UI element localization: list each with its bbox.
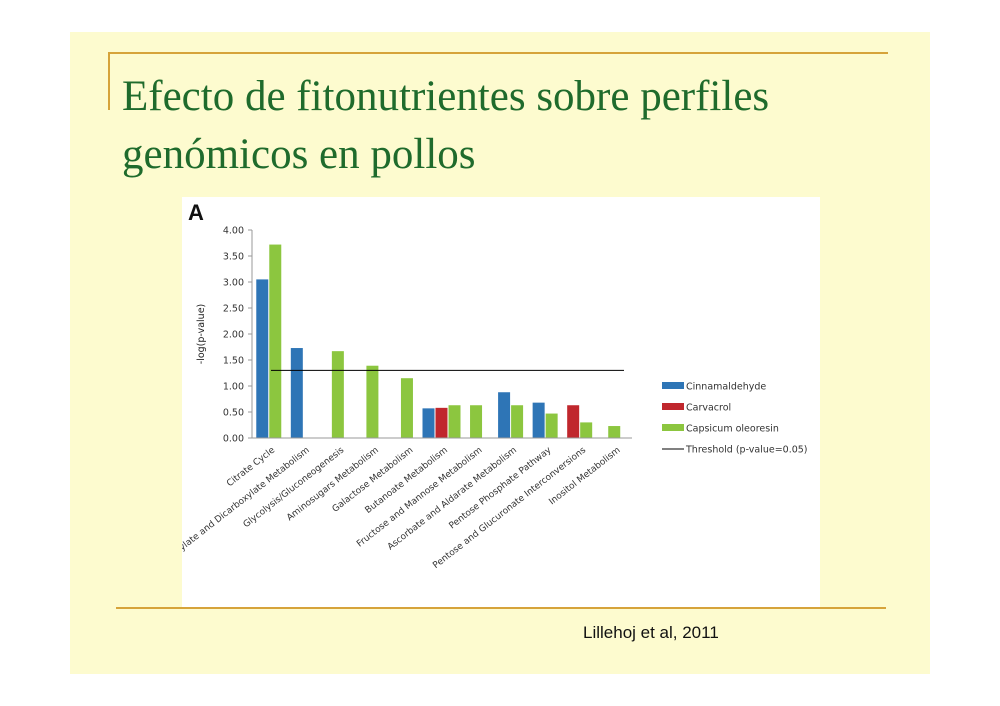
bar-capsicum-oleoresin — [608, 426, 621, 438]
y-axis-title: -log(p-value) — [196, 304, 207, 364]
legend-label: Capsicum oleoresin — [686, 424, 779, 435]
y-tick-label: 2.50 — [223, 304, 244, 315]
bar-capsicum-oleoresin — [331, 351, 344, 438]
bar-capsicum-oleoresin — [400, 378, 413, 438]
y-tick-label: 0.00 — [223, 434, 244, 445]
bar-capsicum-oleoresin — [269, 244, 282, 438]
y-tick-label: 4.00 — [223, 226, 244, 237]
y-tick-label: 3.50 — [223, 252, 244, 263]
bar-capsicum-oleoresin — [511, 405, 524, 438]
y-axis-title-text: -log(p-value) — [196, 304, 207, 364]
bar-capsicum-oleoresin — [580, 422, 593, 438]
legend-label: Carvacrol — [686, 403, 731, 414]
legend-swatch — [662, 403, 684, 410]
bar-cinnamaldehyde — [532, 402, 545, 438]
x-category-label: Ascorbate and Aldarate Metabolism — [386, 445, 519, 552]
legend-swatch — [662, 382, 684, 389]
bar-cinnamaldehyde — [256, 279, 269, 438]
panel-label: A — [188, 200, 204, 225]
y-tick-label: 2.00 — [223, 330, 244, 341]
bar-capsicum-oleoresin — [448, 405, 461, 438]
title-top-rule — [108, 52, 888, 54]
x-category-label: Fructose and Mannose Metabolism — [355, 445, 484, 549]
bar-chart: -log(p-value) 0.00 0.50 1.00 1.50 2.00 2.50 3.… — [178, 226, 808, 571]
bar-cinnamaldehyde — [498, 392, 511, 438]
slide-title: Efecto de fitonutrientes sobre perfiles … — [122, 73, 770, 178]
x-category-label: ylate and Dicarboxylate Metabolism — [182, 445, 312, 553]
bar-carvacrol — [435, 407, 448, 438]
y-tick-label: 1.50 — [223, 356, 244, 367]
bar-capsicum-oleoresin — [545, 413, 558, 438]
y-tick-label: 0.50 — [223, 408, 244, 419]
bar-cinnamaldehyde — [290, 348, 303, 438]
bar-carvacrol — [567, 405, 580, 438]
citation: Lillehoj et al, 2011 — [583, 623, 719, 642]
bar-capsicum-oleoresin — [470, 405, 483, 438]
y-tick-label: 3.00 — [223, 278, 244, 289]
legend-label: Cinnamaldehyde — [686, 382, 766, 393]
legend-swatch — [662, 424, 684, 431]
y-tick-label: 1.00 — [223, 382, 244, 393]
legend-label: Threshold (p-value=0.05) — [685, 445, 808, 456]
footer-rule — [116, 607, 886, 609]
chart-panel: A -log(p-value) 0.00 0.50 1.00 1.50 2.00 2.50… — [178, 197, 820, 608]
bar-capsicum-oleoresin — [366, 365, 379, 438]
title-left-rule — [108, 52, 110, 110]
bar-cinnamaldehyde — [422, 408, 435, 438]
